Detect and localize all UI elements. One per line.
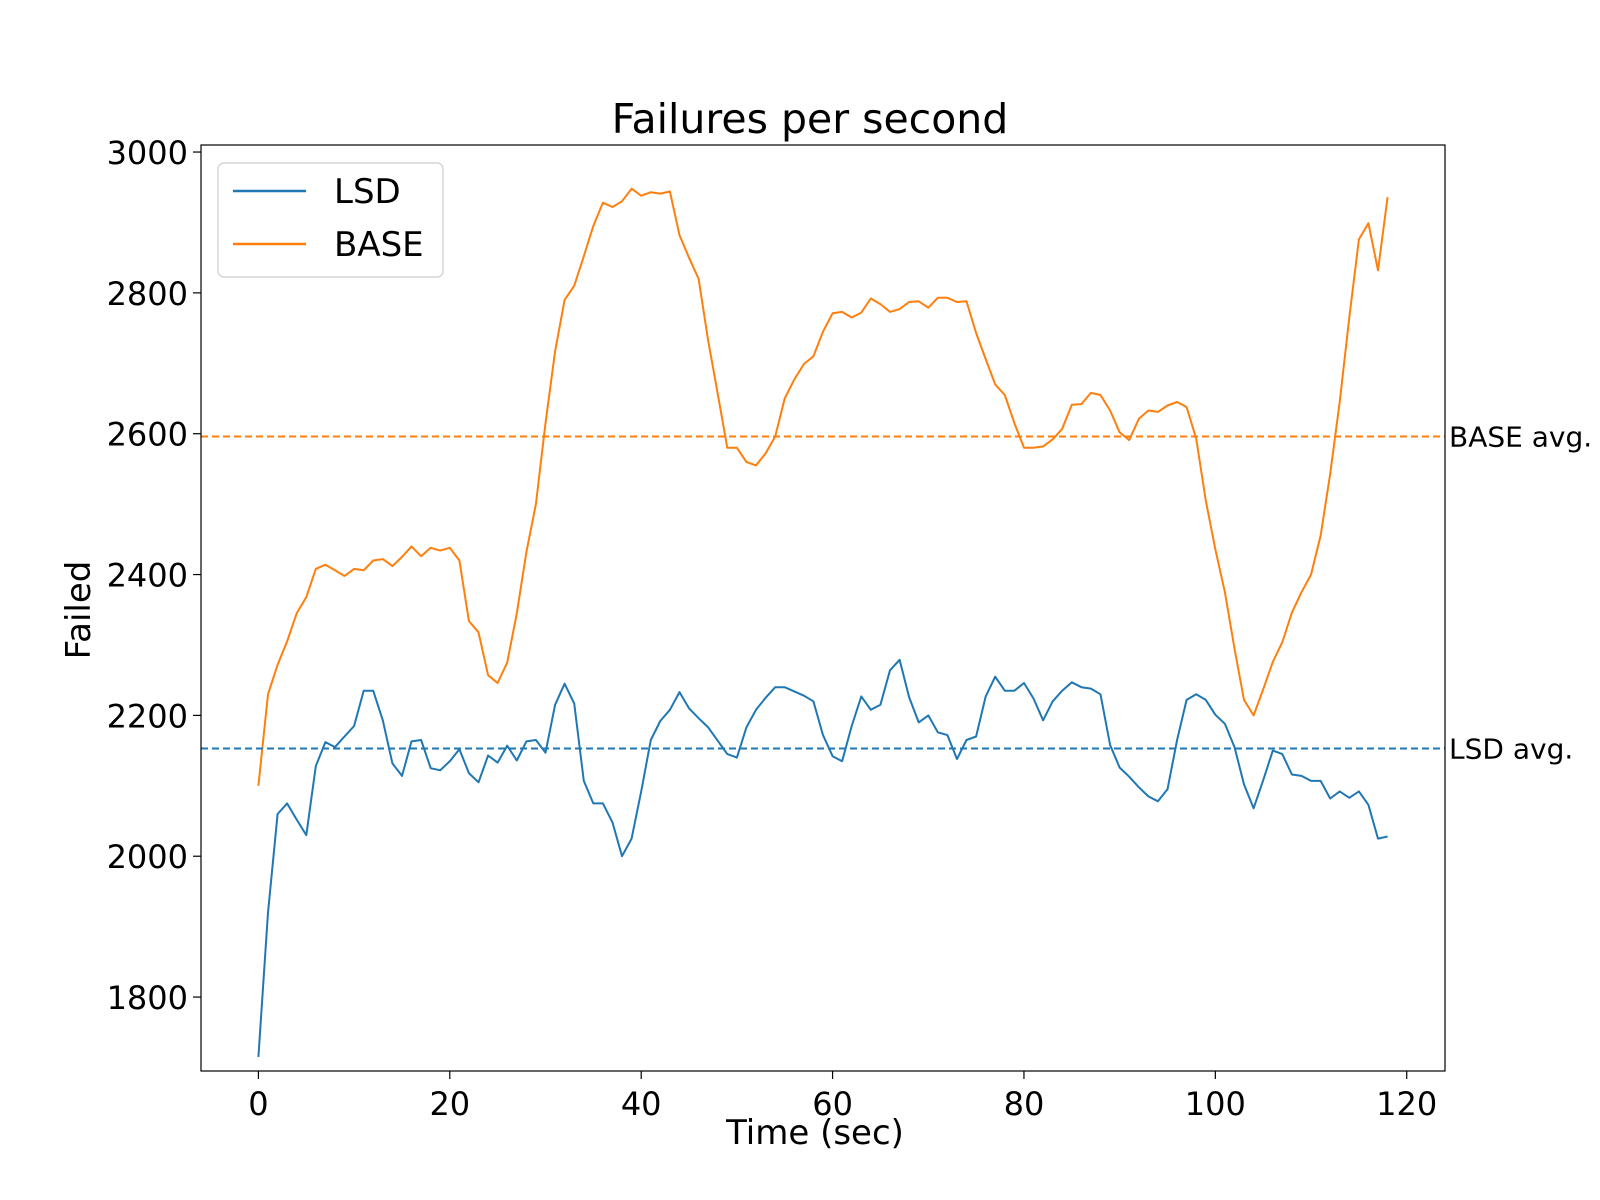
x-tick-label: 40 (621, 1085, 662, 1123)
legend: LSD BASE (217, 162, 444, 278)
x-axis-label: Time (sec) (725, 1113, 904, 1153)
x-tick-label: 20 (429, 1085, 470, 1123)
y-tick-label: 2400 (107, 557, 188, 595)
legend-label-base: BASE (334, 225, 424, 265)
y-tick-label: 2600 (107, 416, 188, 454)
reference-label-lsd: LSD avg. (1449, 732, 1573, 765)
y-tick-label: 2000 (107, 838, 188, 876)
x-tick-label: 80 (1004, 1085, 1045, 1123)
series-line-lsd (257, 658, 1388, 1057)
x-tick-label: 100 (1185, 1085, 1246, 1123)
x-axis: 0 20 40 60 80 100 120 (248, 1071, 1437, 1123)
y-tick-label: 3000 (107, 134, 188, 172)
reference-lines: BASE avg. LSD avg. (201, 421, 1592, 765)
x-tick-label: 120 (1376, 1085, 1437, 1123)
y-tick-label: 1800 (107, 979, 188, 1017)
x-tick-label: 60 (812, 1085, 853, 1123)
plot-frame (200, 144, 1446, 1072)
series-layer (257, 187, 1389, 1057)
legend-label-lsd: LSD (334, 172, 401, 212)
y-axis: 1800 2000 2200 2400 2600 2800 3000 (107, 134, 201, 1017)
x-tick-label: 0 (248, 1085, 268, 1123)
reference-label-base: BASE avg. (1449, 421, 1592, 454)
series-line-base (257, 187, 1389, 786)
chart-title: Failures per second (612, 95, 1009, 143)
y-tick-label: 2200 (107, 697, 188, 735)
y-axis-label: Failed (59, 561, 99, 660)
y-tick-label: 2800 (107, 275, 188, 313)
